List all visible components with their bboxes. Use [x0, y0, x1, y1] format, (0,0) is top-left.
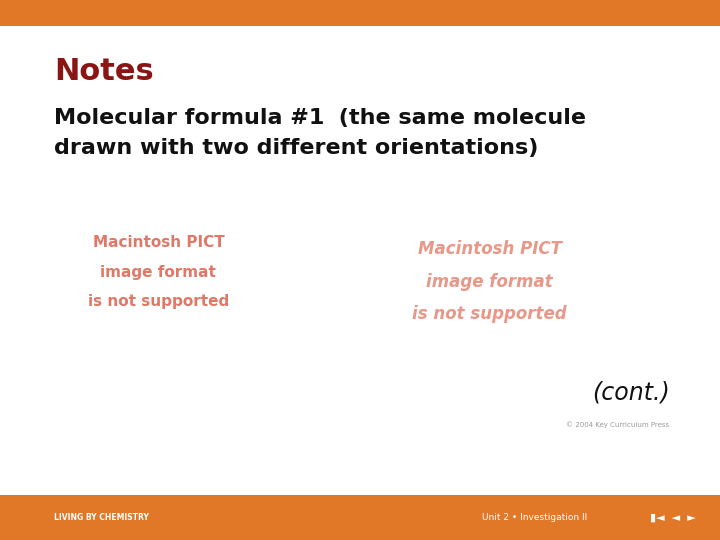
Text: is not supported: is not supported — [413, 305, 567, 323]
Text: drawn with two different orientations): drawn with two different orientations) — [54, 138, 539, 158]
Circle shape — [28, 502, 37, 512]
Text: Macintosh PICT: Macintosh PICT — [418, 240, 562, 258]
Text: Macintosh PICT: Macintosh PICT — [93, 235, 224, 250]
Text: image format: image format — [101, 265, 216, 280]
Text: (the same molecule: (the same molecule — [331, 108, 586, 128]
Text: Unit 2 • Investigation II: Unit 2 • Investigation II — [482, 513, 588, 522]
Text: ▮◄  ◄  ►: ▮◄ ◄ ► — [650, 512, 696, 523]
Text: LIVING BY CHEMISTRY: LIVING BY CHEMISTRY — [54, 513, 149, 522]
Text: is not supported: is not supported — [88, 294, 229, 309]
Text: Molecular formula #1: Molecular formula #1 — [54, 108, 325, 128]
Text: image format: image format — [426, 273, 553, 291]
Text: (cont.): (cont.) — [592, 381, 670, 404]
Text: Notes: Notes — [54, 57, 154, 86]
Text: © 2004 Key Curriculum Press: © 2004 Key Curriculum Press — [567, 421, 670, 428]
